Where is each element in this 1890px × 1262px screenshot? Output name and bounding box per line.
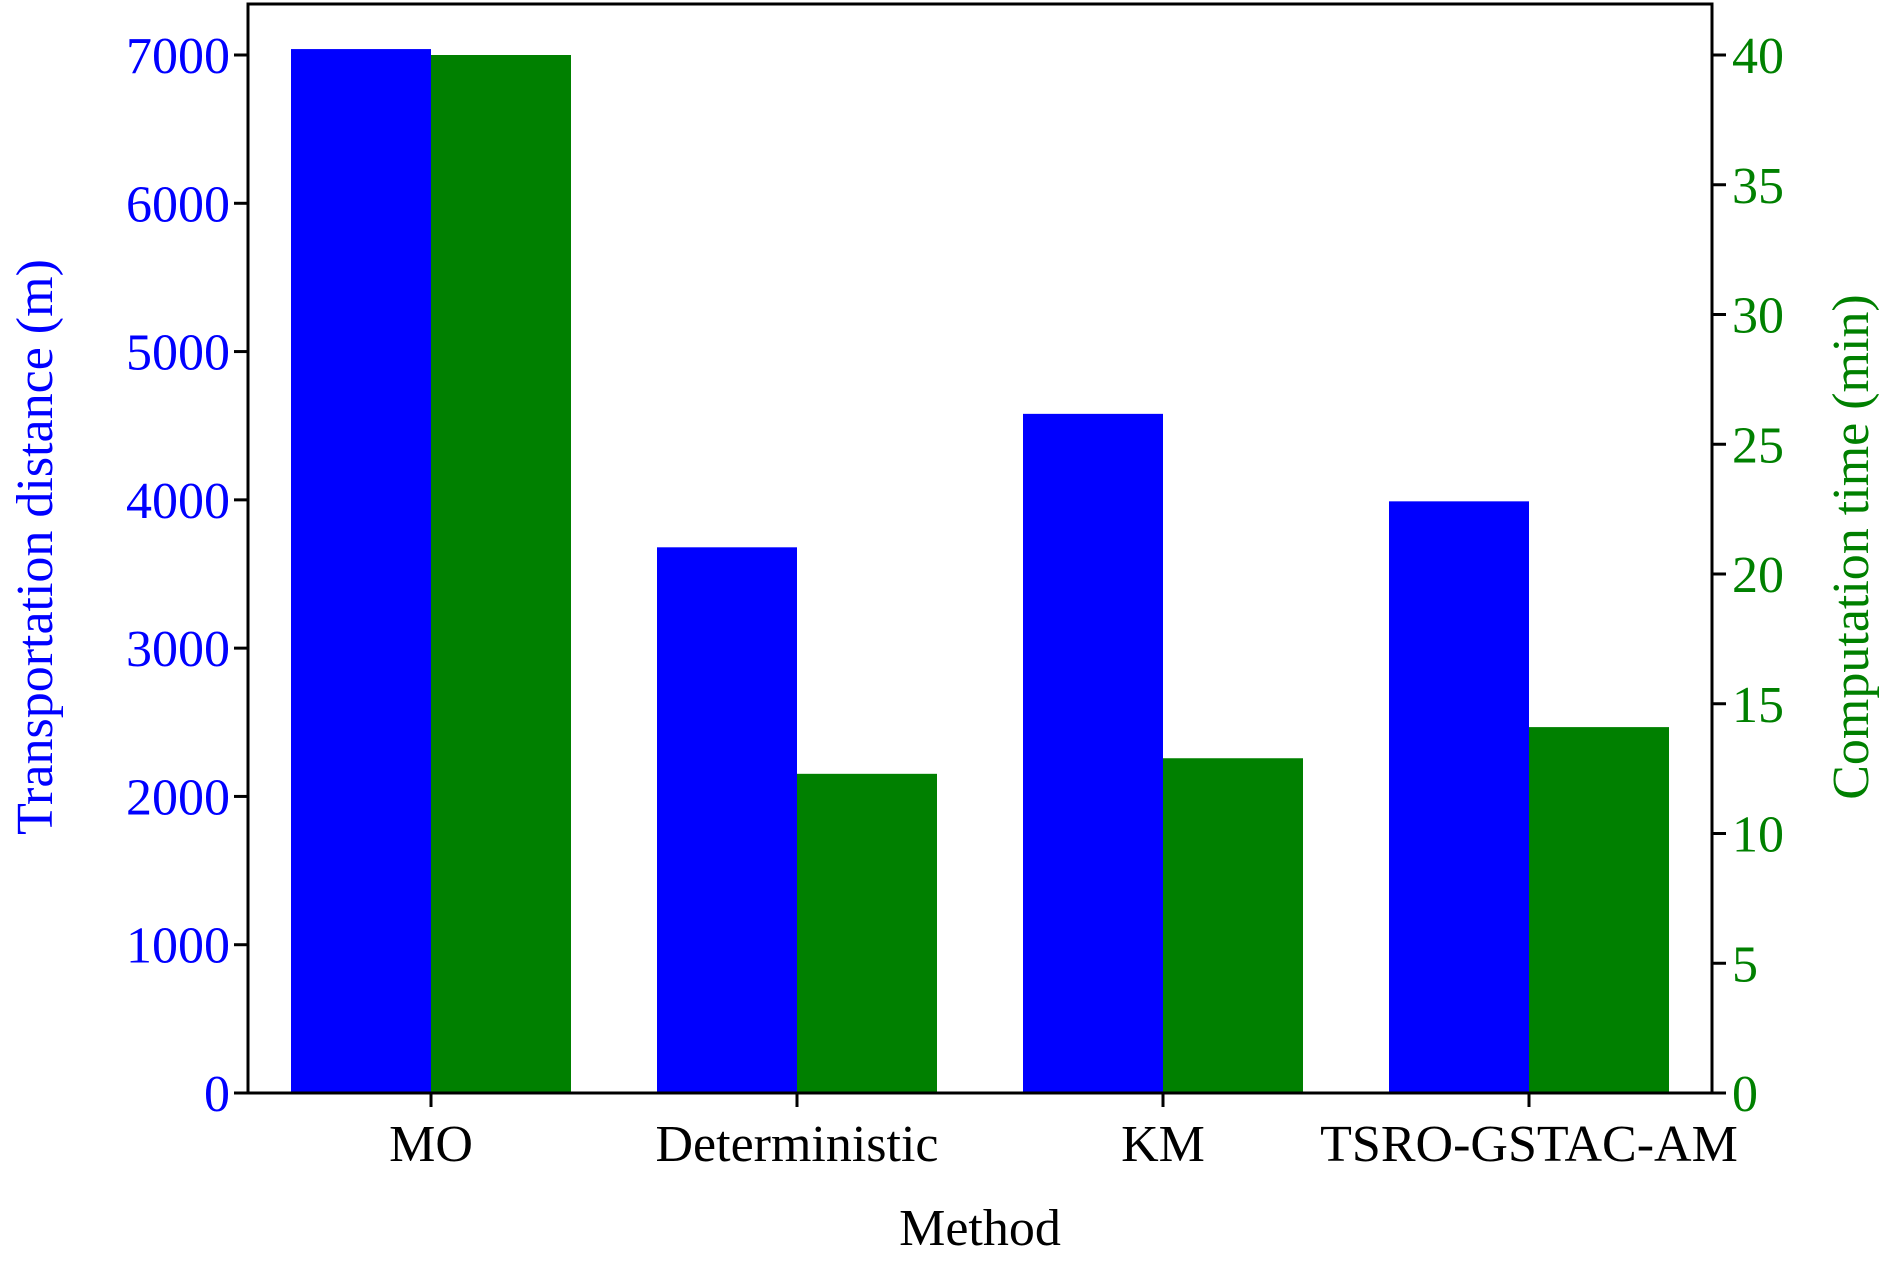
right-tick-label-35: 35 bbox=[1732, 158, 1784, 215]
x-tick-label-deterministic: Deterministic bbox=[655, 1116, 938, 1173]
left-tick-label-7000: 7000 bbox=[126, 28, 230, 85]
distance-bar-km bbox=[1023, 413, 1163, 1093]
left-tick-label-1000: 1000 bbox=[126, 918, 230, 975]
right-tick-label-0: 0 bbox=[1732, 1066, 1758, 1123]
left-tick-label-2000: 2000 bbox=[126, 769, 230, 826]
right-tick-label-40: 40 bbox=[1732, 28, 1784, 85]
distance-bar-deterministic bbox=[657, 547, 797, 1093]
left-tick-label-0: 0 bbox=[204, 1066, 230, 1123]
right-tick-label-15: 15 bbox=[1732, 677, 1784, 734]
x-tick-label-km: KM bbox=[1121, 1116, 1205, 1173]
x-tick-label-tsro-gstac-am: TSRO-GSTAC-AM bbox=[1320, 1116, 1738, 1173]
time-bar-tsro-gstac-am bbox=[1529, 727, 1669, 1093]
time-bar-mo bbox=[431, 55, 571, 1093]
plot-border bbox=[246, 2, 1714, 1095]
distance-bar-mo bbox=[291, 49, 431, 1093]
x-axis: MO Deterministic KM TSRO-GSTAC-AM bbox=[389, 1093, 1738, 1173]
plot-frame bbox=[246, 2, 1714, 1095]
right-y-axis: 0 5 10 15 20 25 30 35 40 bbox=[1712, 28, 1784, 1123]
left-y-axis-title: Transportation distance (m) bbox=[7, 259, 64, 835]
left-tick-label-4000: 4000 bbox=[126, 473, 230, 530]
right-y-axis-title: Computation time (min) bbox=[1823, 294, 1880, 800]
right-tick-label-20: 20 bbox=[1732, 547, 1784, 604]
right-tick-label-30: 30 bbox=[1732, 288, 1784, 345]
right-tick-label-10: 10 bbox=[1732, 807, 1784, 864]
left-tick-label-3000: 3000 bbox=[126, 621, 230, 678]
left-y-axis: 0 1000 2000 3000 4000 5000 6000 7000 bbox=[126, 28, 248, 1123]
time-bar-km bbox=[1163, 758, 1303, 1093]
x-tick-label-mo: MO bbox=[389, 1116, 473, 1173]
bars-group bbox=[291, 49, 1669, 1094]
left-tick-label-5000: 5000 bbox=[126, 325, 230, 382]
right-tick-label-25: 25 bbox=[1732, 417, 1784, 474]
x-axis-title: Method bbox=[899, 1200, 1061, 1257]
right-tick-label-5: 5 bbox=[1732, 936, 1758, 993]
left-tick-label-6000: 6000 bbox=[126, 176, 230, 233]
time-bar-deterministic bbox=[797, 773, 937, 1093]
distance-bar-tsro-gstac-am bbox=[1389, 501, 1529, 1094]
